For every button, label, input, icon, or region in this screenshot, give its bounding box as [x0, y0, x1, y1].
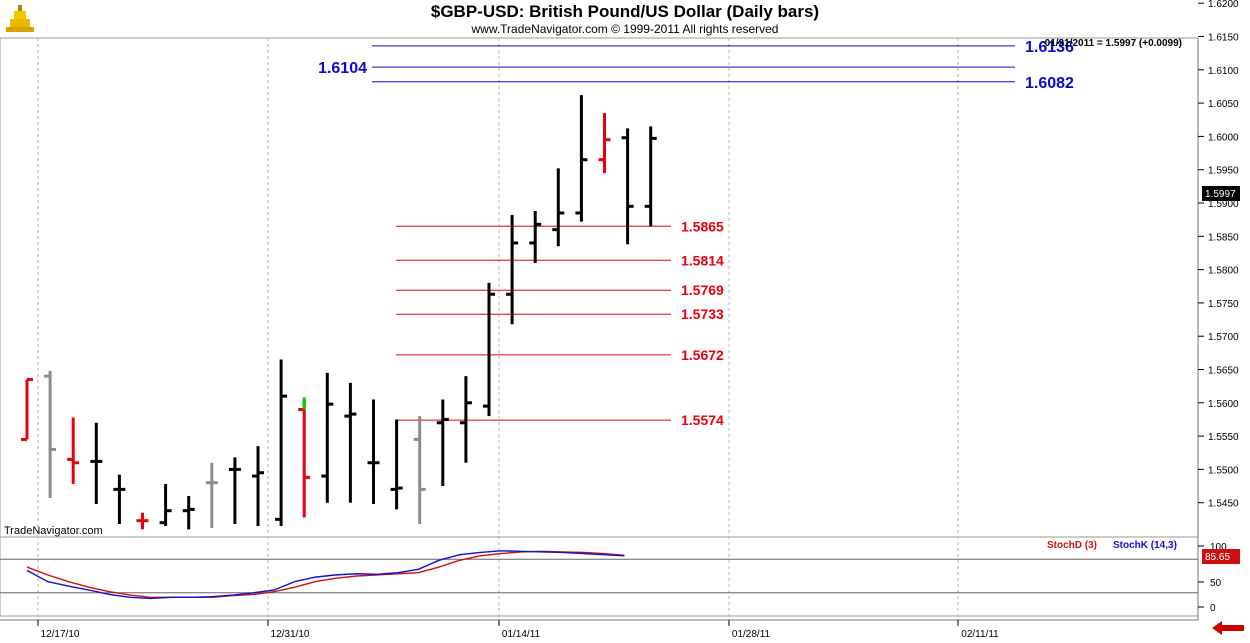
y-tick-label: 1.5850 — [1208, 232, 1239, 243]
chart-title: $GBP-USD: British Pound/US Dollar (Daily… — [430, 2, 820, 21]
red-level-label: 1.5865 — [681, 218, 724, 234]
blue-level-label: 1.6082 — [1025, 75, 1074, 92]
ohlc-bar — [529, 210, 542, 263]
stochd-line — [26, 550, 625, 598]
red-level-label: 1.5769 — [681, 282, 724, 298]
ohlc-bar — [275, 359, 288, 527]
y-tick-label: 1.5450 — [1208, 499, 1239, 510]
y-tick-label: 1.5500 — [1208, 465, 1239, 476]
y-tick-label: 1.5950 — [1208, 166, 1239, 177]
y-tick-label: 1.5600 — [1208, 399, 1239, 410]
red-level-label: 1.5574 — [681, 412, 724, 428]
ohlc-bar — [506, 214, 519, 325]
y-tick-label: 1.5750 — [1208, 299, 1239, 310]
y-tick-label: 1.6050 — [1208, 99, 1239, 110]
price-bars — [21, 95, 657, 530]
x-tick-label: 12/17/10 — [41, 629, 80, 640]
y-tick-label: 1.6000 — [1208, 132, 1239, 143]
ohlc-bar — [552, 168, 565, 247]
y-tick-label: 1.5700 — [1208, 332, 1239, 343]
stoch-panel-frame — [0, 536, 1199, 617]
ohlc-bar — [644, 126, 657, 227]
chart-subtitle: www.TradeNavigator.com © 1999-2011 All r… — [471, 22, 779, 36]
y-tick-label: 1.6100 — [1208, 66, 1239, 77]
level-lines: 1.62231.62141.61361.61041.60821.58651.58… — [318, 0, 1074, 428]
stochd-label: StochD (3) — [1047, 540, 1097, 551]
blue-level-label: 1.6136 — [1025, 39, 1074, 56]
blue-level-label: 1.6104 — [318, 60, 367, 77]
stochk-line — [26, 550, 625, 600]
y-tick-label: 1.5550 — [1208, 432, 1239, 443]
x-tick-label: 02/11/11 — [961, 629, 999, 640]
ohlc-bar — [413, 416, 426, 525]
ohlc-bar — [298, 397, 311, 518]
stoch-tick-label: 0 — [1210, 603, 1216, 614]
y-tick-label: 1.6200 — [1208, 0, 1239, 10]
price-panel-frame — [0, 37, 1199, 538]
x-tick-label: 01/28/11 — [732, 629, 771, 640]
ohlc-bar — [159, 484, 172, 527]
ohlc-bar — [436, 399, 449, 487]
ohlc-bar — [21, 377, 33, 441]
chart-header: $GBP-USD: British Pound/US Dollar (Daily… — [0, 0, 1250, 38]
y-tick-label: 1.5800 — [1208, 266, 1239, 277]
x-tick-label: 01/14/11 — [502, 629, 541, 640]
y-tick-label: 1.5900 — [1208, 199, 1239, 210]
y-tick-label: 1.6150 — [1208, 33, 1239, 44]
watermark: TradeNavigator.com — [4, 525, 103, 537]
ohlc-bar — [44, 370, 57, 499]
ohlc-bar — [67, 417, 80, 485]
red-level-label: 1.5672 — [681, 347, 724, 363]
ohlc-bar — [598, 113, 611, 174]
stoch-tick-label: 50 — [1210, 578, 1222, 589]
y-tick-label: 1.5650 — [1208, 366, 1239, 377]
ohlc-bar — [228, 457, 241, 525]
axes: 12/17/10 12/31/10 01/14/11 01/28/11 02/11/11… — [37, 0, 1239, 640]
red-level-label: 1.5733 — [681, 306, 724, 322]
ohlc-bar — [182, 496, 195, 530]
ohlc-bar — [621, 128, 634, 245]
ohlc-bar — [483, 282, 495, 417]
stoch-tick-label: 100 — [1210, 542, 1227, 553]
ohlc-bar — [459, 376, 472, 463]
ohlc-bar — [113, 474, 126, 525]
tradenavigator-logo-icon — [4, 3, 36, 35]
ohlc-bar — [575, 95, 588, 222]
ohlc-bar — [344, 382, 357, 503]
stochk-label: StochK (14,3) — [1113, 540, 1177, 551]
ohlc-bar — [367, 399, 380, 505]
ohlc-bar — [252, 446, 264, 527]
last-quote: 01/21/2011 = 1.5997 (+0.0099) — [1045, 38, 1182, 49]
grid — [0, 37, 1199, 621]
ohlc-bar — [136, 512, 149, 530]
stoch-value-tag: 85.65 — [1202, 549, 1240, 564]
red-level-label: 1.5814 — [681, 252, 724, 268]
ohlc-bar — [205, 462, 218, 529]
blue-level-label: 1.6214 — [1025, 0, 1074, 4]
ohlc-bar — [321, 372, 334, 503]
last-price-tag: 1.5997 — [1202, 186, 1240, 201]
x-tick-label: 12/31/10 — [271, 629, 310, 640]
ohlc-bar — [390, 419, 403, 510]
stochastic-panel — [0, 550, 1198, 600]
svg-text:1.5997: 1.5997 — [1205, 189, 1236, 200]
svg-text:85.65: 85.65 — [1205, 552, 1230, 563]
scroll-left-arrow-icon[interactable] — [1212, 621, 1244, 635]
ohlc-bar — [90, 422, 103, 505]
